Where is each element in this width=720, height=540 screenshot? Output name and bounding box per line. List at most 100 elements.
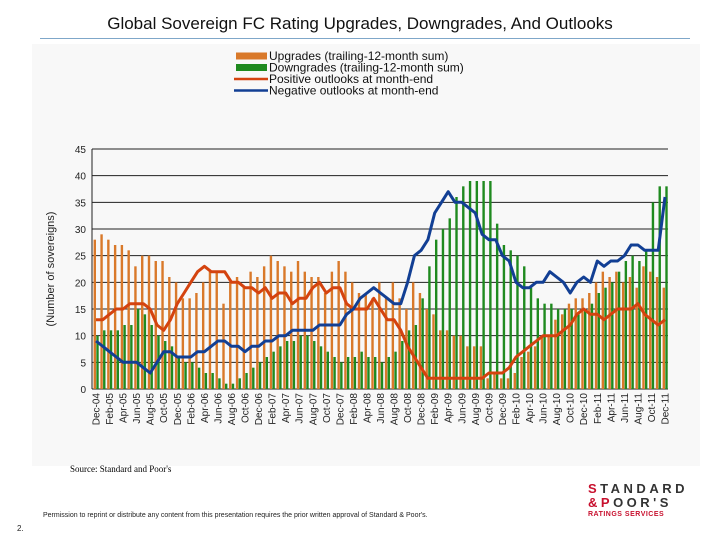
upgrade-bar — [567, 303, 571, 389]
upgrade-bar — [608, 277, 611, 389]
upgrade-bar — [642, 266, 645, 389]
downgrade-bar — [170, 346, 174, 389]
x-tick-label: Dec-05 — [173, 393, 184, 426]
downgrade-bar — [319, 346, 323, 389]
legend-label: Downgrades (trailing-12-month sum) — [269, 61, 464, 75]
downgrade-bar — [265, 357, 269, 389]
upgrade-bar — [384, 298, 388, 389]
downgrade-bar — [536, 298, 539, 389]
downgrade-bar — [292, 341, 296, 389]
x-tick-label: Oct-07 — [322, 393, 333, 423]
logo-text: TANDARD — [600, 481, 688, 496]
logo-text: OOR'S — [613, 495, 672, 510]
x-tick-label: Oct-08 — [403, 393, 414, 423]
negative-outlook-line — [95, 190, 667, 375]
downgrade-bar — [597, 293, 600, 389]
upgrade-bar — [357, 293, 361, 389]
downgrade-bar — [523, 266, 526, 389]
downgrade-bar — [258, 362, 262, 389]
downgrade-bar — [164, 341, 167, 389]
x-tick-label: Dec-04 — [92, 393, 103, 426]
upgrade-bar — [547, 335, 550, 389]
downgrade-bar — [245, 373, 248, 389]
upgrade-bar — [615, 271, 618, 389]
upgrade-bar — [533, 346, 537, 389]
upgrade-bar — [371, 298, 374, 389]
x-tick-label: Apr-08 — [362, 393, 373, 423]
upgrade-bar — [527, 351, 530, 389]
upgrade-bar — [398, 298, 401, 389]
upgrade-bar — [520, 357, 523, 389]
downgrade-bar — [468, 181, 472, 389]
downgrade-bar — [285, 341, 289, 389]
x-tick-label: Apr-11 — [606, 393, 617, 423]
x-tick-label: Feb-11 — [593, 393, 604, 424]
downgrade-bar — [584, 309, 587, 389]
upgrade-bar — [472, 346, 476, 389]
downgrade-bar — [394, 351, 397, 389]
downgrade-bar — [346, 357, 350, 389]
downgrade-bar — [651, 202, 655, 389]
x-tick-label: Apr-07 — [281, 393, 292, 423]
y-tick-label: 20 — [75, 278, 87, 289]
x-tick-label: Apr-09 — [444, 393, 455, 423]
upgrade-bar — [513, 373, 516, 389]
downgrade-bar — [353, 357, 357, 389]
downgrade-bar — [204, 373, 208, 389]
upgrade-bar — [411, 282, 415, 389]
upgrade-bar — [134, 266, 137, 389]
upgrade-bar — [351, 282, 354, 389]
x-tick-label: Oct-09 — [484, 393, 495, 423]
y-tick-label: 0 — [80, 385, 86, 396]
downgrade-bar — [455, 197, 458, 389]
upgrade-bar — [486, 378, 489, 389]
downgrade-bar — [374, 357, 377, 389]
downgrade-bar — [177, 357, 180, 389]
downgrade-bar — [462, 186, 465, 389]
downgrade-bar — [380, 362, 384, 389]
upgrade-bar — [188, 298, 191, 389]
upgrade-bar — [425, 309, 428, 389]
upgrade-bar — [662, 287, 665, 389]
upgrade-bar — [100, 234, 103, 389]
x-tick-label: Apr-10 — [525, 393, 536, 423]
upgrade-bar — [195, 293, 198, 389]
upgrade-bar — [310, 277, 313, 389]
upgrade-bar — [181, 298, 185, 389]
upgrade-bar — [113, 245, 117, 389]
downgrade-bar — [529, 287, 533, 389]
downgrade-bar — [150, 325, 153, 389]
x-tick-label: Oct-06 — [241, 393, 252, 423]
x-tick-label: Aug-10 — [552, 393, 563, 426]
downgrade-bar — [231, 383, 235, 389]
downgrade-bar — [279, 346, 282, 389]
y-tick-label: 15 — [75, 305, 87, 316]
upgrade-bar — [141, 255, 144, 389]
upgrade-bar — [581, 298, 584, 389]
y-tick-label: 25 — [75, 252, 87, 263]
x-tick-label: Oct-10 — [566, 393, 577, 423]
downgrade-bar — [495, 223, 499, 389]
downgrade-bar — [631, 255, 634, 389]
x-tick-label: Jun-08 — [376, 393, 387, 424]
downgrade-bar — [543, 303, 546, 389]
downgrade-bar — [109, 330, 113, 389]
downgrade-bar — [475, 181, 479, 389]
upgrade-bar — [249, 271, 252, 389]
upgrade-bar — [120, 245, 124, 389]
upgrade-bar — [378, 282, 381, 389]
upgrade-bar — [445, 330, 449, 389]
upgrade-bar — [459, 335, 462, 389]
x-tick-label: Jun-09 — [457, 393, 468, 424]
upgrade-bar — [215, 271, 218, 389]
x-tick-label: Feb-06 — [186, 393, 197, 425]
y-tick-label: 35 — [75, 198, 87, 209]
downgrade-bar — [387, 357, 390, 389]
upgrade-bar — [628, 277, 632, 389]
downgrade-bar — [570, 309, 573, 389]
upgrade-bar — [161, 261, 164, 389]
x-tick-label: Oct-05 — [159, 393, 170, 423]
x-tick-label: Aug-09 — [471, 393, 482, 426]
downgrade-bar — [123, 325, 126, 389]
downgrade-bar — [333, 357, 336, 389]
